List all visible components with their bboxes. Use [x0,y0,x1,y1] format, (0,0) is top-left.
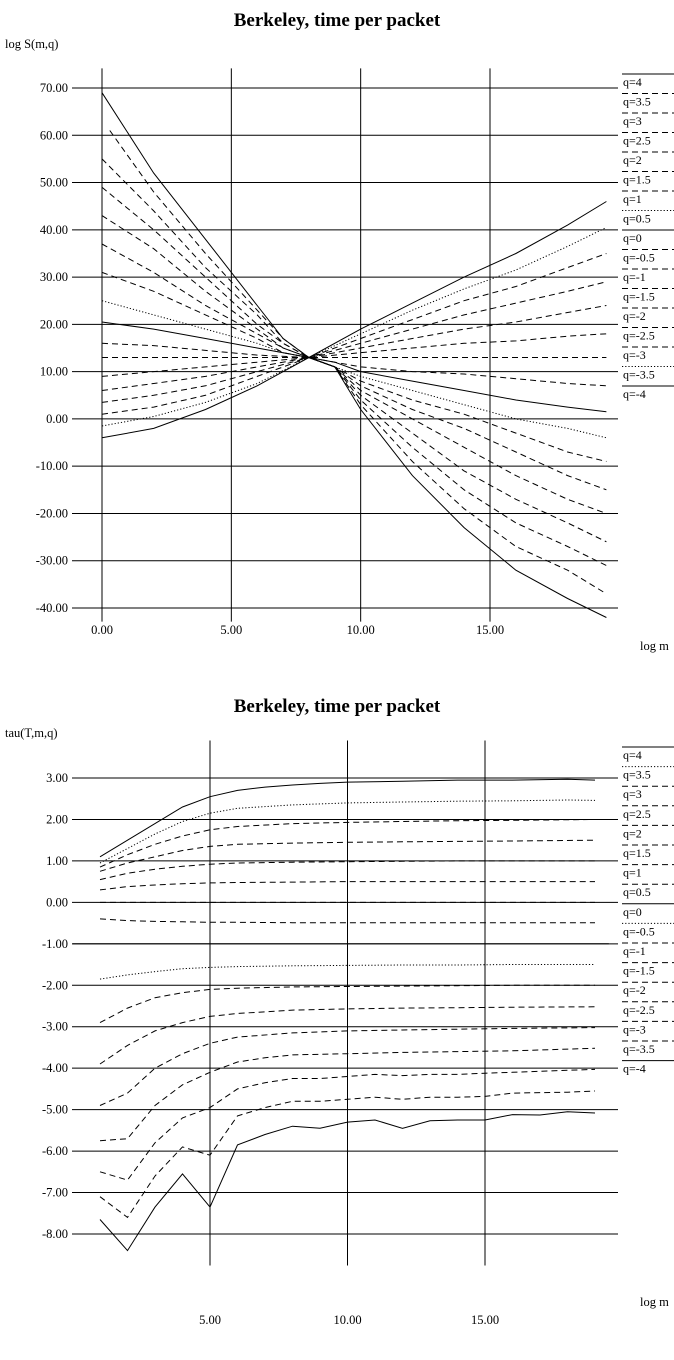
y-tick-label: -30.00 [36,554,68,568]
chart-title: Berkeley, time per packet [234,10,441,31]
legend-label: q=3 [623,114,642,128]
y-tick-label: -8.00 [42,1227,68,1241]
series-line-q=-2 [99,1027,596,1106]
y-tick-label: 30.00 [40,270,68,284]
series-line-q=-1.5 [101,333,607,377]
x-tick-label: 5.00 [199,1313,221,1327]
y-tick-label: 10.00 [40,365,68,379]
legend-label: q=-3.5 [623,1042,655,1056]
x-tick-label: 5.00 [220,623,242,637]
legend-label: q=2 [623,826,642,840]
legend-label: q=-2 [623,309,646,323]
series-line-q=-3.5 [101,227,607,427]
legend-label: q=0 [623,231,642,245]
y-tick-label: -6.00 [42,1144,68,1158]
legend-label: q=-4 [623,1062,646,1076]
legend-label: q=-3.5 [623,368,655,382]
legend-label: q=-4 [623,387,646,401]
series-line-q=2.5 [101,186,607,543]
series-line-q=2.5 [99,839,596,872]
series-line-q=-3 [101,253,607,415]
legend-label: q=-0.5 [623,924,655,938]
legend-label: q=1.5 [623,173,651,187]
y-tick-label: 0.00 [46,412,68,426]
legend-label: q=-1.5 [623,290,655,304]
y-tick-label: -4.00 [42,1061,68,1075]
legend-label: q=-1 [623,944,646,958]
legend-label: q=3 [623,787,642,801]
legend-label: q=-1 [623,270,646,284]
chart-2: Berkeley, time per packet tau(T,m,q) log m… [5,696,674,1327]
legend-label: q=0.5 [623,885,651,899]
series-line-q=3 [99,819,596,868]
series-line-q=4 [99,778,596,858]
y-tick-label: 70.00 [40,81,68,95]
y-tick-label: -20.00 [36,506,68,520]
legend-label: q=0.5 [623,212,651,226]
y-tick-label: -5.00 [42,1103,68,1117]
x-axis-label: log m [640,1295,669,1309]
legend-label: q=1 [623,192,642,206]
y-axis-label: tau(T,m,q) [5,726,58,740]
y-tick-label: 1.00 [46,854,68,868]
legend-label: q=-0.5 [623,251,655,265]
y-tick-label: -3.00 [42,1020,68,1034]
chart-title: Berkeley, time per packet [234,696,441,717]
y-tick-label: 3.00 [46,771,68,785]
y-tick-label: -1.00 [42,937,68,951]
x-axis-label: log m [640,639,669,653]
y-tick-label: -40.00 [36,601,68,615]
series-line-q=0.5 [99,918,595,924]
legend-label: q=-2.5 [623,329,655,343]
legend-label: q=4 [623,748,642,762]
legend-label: q=-1.5 [623,964,655,978]
y-tick-label: 0.00 [46,895,68,909]
y-tick-label: 50.00 [40,176,68,190]
legend-label: q=3.5 [623,95,651,109]
y-tick-label: 2.00 [46,812,68,826]
series-line-q=-2.5 [101,281,607,403]
chart-1: Berkeley, time per packet log S(m,q) log m… [5,10,674,653]
series-line-q=-0.5 [101,342,607,387]
legend-label: q=-3 [623,1022,646,1036]
x-tick-label: 10.00 [333,1313,361,1327]
legend-label: q=1 [623,866,642,880]
y-tick-label: 60.00 [40,128,68,142]
legend-label: q=-2.5 [623,1003,655,1017]
series-line-q=2 [99,860,595,881]
legend-label: q=-2 [623,983,646,997]
series-line-q=1.5 [99,881,595,891]
series-line-q=4 [101,92,607,618]
series-line-q=1 [101,271,607,462]
legend-label: q=0 [623,905,642,919]
x-tick-label: 10.00 [347,623,375,637]
x-tick-label: 15.00 [471,1313,499,1327]
series-line-q=2 [101,215,607,514]
x-tick-label: 0.00 [91,623,113,637]
series-line-q=-3 [99,1068,596,1181]
y-tick-label: -7.00 [42,1186,68,1200]
y-tick-label: 20.00 [40,317,68,331]
legend-label: q=2 [623,153,642,167]
legend-label: q=2.5 [623,807,651,821]
legend-label: q=4 [623,75,642,89]
y-tick-label: 40.00 [40,223,68,237]
legend-label: q=1.5 [623,846,651,860]
y-axis-label: log S(m,q) [5,37,58,51]
series-line-q=-2 [101,305,607,391]
legend-label: q=2.5 [623,134,651,148]
y-tick-label: -2.00 [42,978,68,992]
legend-label: q=-3 [623,348,646,362]
series-line-q=-2.5 [99,1047,596,1142]
y-tick-label: -10.00 [36,459,68,473]
series-line-q=-4 [101,201,607,439]
series-line-q=-1 [99,984,595,1024]
series-line-q=3.5 [109,130,607,595]
legend-label: q=3.5 [623,768,651,782]
series-line-q=-4 [99,1111,596,1252]
x-tick-label: 15.00 [476,623,504,637]
series-line-q=-3.5 [99,1090,596,1219]
